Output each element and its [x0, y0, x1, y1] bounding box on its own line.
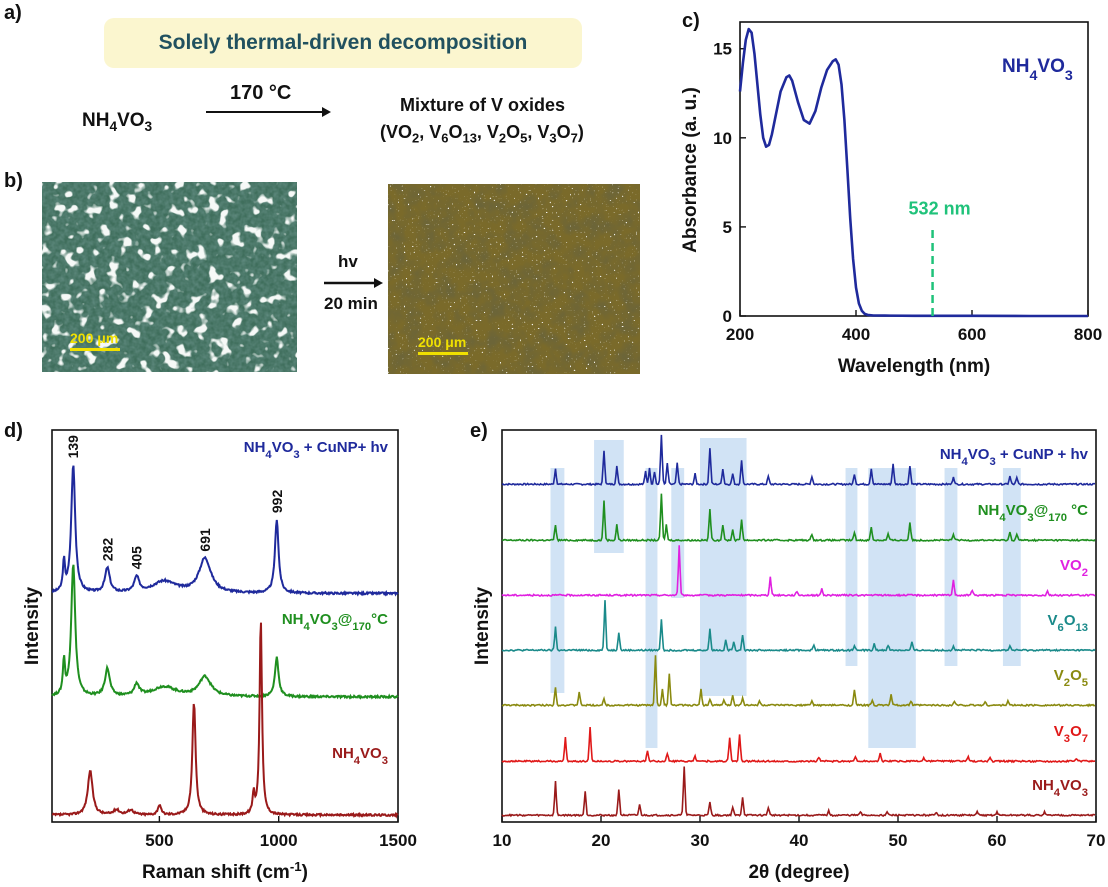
highlight-band: [945, 468, 958, 666]
peak-label: 139: [65, 435, 81, 459]
x-tick-label: 400: [842, 325, 870, 344]
xrd-series-line: [502, 727, 1095, 762]
x-axis-label: Wavelength (nm): [838, 356, 990, 377]
band-guide: [594, 570, 624, 571]
x-tick-label: 70: [1087, 831, 1106, 850]
y-tick-label: 5: [723, 218, 732, 237]
xrd-series-label: NH4VO3@170 °C: [978, 502, 1088, 524]
time-label: 20 min: [324, 294, 378, 314]
y-tick-label: 15: [713, 40, 732, 59]
x-tick-label: 20: [592, 831, 611, 850]
raman-series-label: NH4VO3: [332, 745, 388, 767]
x-tick-label: 800: [1074, 325, 1102, 344]
x-tick-label: 600: [958, 325, 986, 344]
scale-bar-left: [70, 348, 120, 351]
raman-series-line: [52, 466, 398, 595]
xrd-series-label: V3O7: [1054, 723, 1088, 745]
highlight-band: [1003, 468, 1021, 666]
scale-bar-right: [418, 352, 468, 355]
product-line2: (VO2, V6O13, V2O5, V3O7): [380, 122, 584, 146]
peak-label: 992: [269, 490, 285, 514]
xrd-series-label: NH4VO3: [1032, 777, 1088, 799]
peak-label: 282: [99, 538, 115, 562]
panel-a-label: a): [4, 2, 22, 25]
reactant-formula: NH4VO3: [82, 110, 152, 134]
legend-label: NH4VO3: [1002, 56, 1073, 84]
scale-label-left: 200 μm: [70, 330, 118, 346]
xrd-series-label: NH4VO3 + CuNP + hv: [940, 446, 1089, 468]
x-tick-label: 30: [691, 831, 710, 850]
y-axis-label: Intensity: [472, 587, 493, 666]
highlight-band: [646, 468, 658, 748]
micrograph-before: 200 μm: [42, 182, 297, 372]
chart-e-xrd: 10 20 30 40 50 60 70 2θ (degree) Intensity NH4VO3…: [460, 418, 1108, 887]
micrograph-after: 200 μm: [388, 184, 640, 374]
x-tick-label: 40: [790, 831, 809, 850]
banner-title: Solely thermal-driven decomposition: [104, 18, 582, 68]
x-tick-label: 60: [988, 831, 1007, 850]
reactant-formula-text: NH4VO3: [82, 110, 152, 131]
x-tick-label: 1500: [379, 831, 417, 850]
scale-label-right: 200 μm: [418, 334, 466, 350]
chart-d-raman: 500 1000 1500 Raman shift (cm-1) Intensity NH…: [0, 418, 430, 887]
light-arrow: [322, 276, 384, 290]
y-tick-label: 10: [713, 129, 732, 148]
peak-label: 405: [129, 546, 145, 570]
condition-label: 170 °C: [230, 82, 291, 105]
y-axis-label: Absorbance (a. u.): [680, 87, 701, 253]
x-tick-label: 200: [726, 325, 754, 344]
highlight-band: [551, 468, 565, 693]
x-tick-label: 50: [889, 831, 908, 850]
xrd-series-label: V6O13: [1048, 612, 1088, 634]
raman-series-label: NH4VO3@170°C: [282, 611, 388, 633]
highlight-band: [594, 440, 624, 553]
light-label: hv: [338, 252, 358, 272]
x-tick-label: 500: [145, 831, 173, 850]
highlight-band: [846, 468, 858, 666]
raman-series-label: NH4VO3 + CuNP+ hv: [244, 439, 389, 461]
x-tick-label: 10: [493, 831, 512, 850]
y-tick-label: 0: [723, 307, 732, 326]
x-tick-label: 1000: [260, 831, 298, 850]
x-axis-label: 2θ (degree): [748, 862, 849, 883]
x-axis-label: Raman shift (cm-1): [142, 859, 308, 884]
laser-label: 532 nm: [909, 199, 971, 219]
raman-series-line: [52, 565, 398, 698]
xrd-series-line: [502, 767, 1095, 817]
raman-series-line: [52, 623, 398, 816]
xrd-series-label: V2O5: [1054, 667, 1088, 689]
panel-b-label: b): [4, 170, 23, 193]
chart-c-absorbance: 200 400 600 800 0 5 10 15 Wavelength (nm) Absorba…: [670, 0, 1108, 390]
product-line2-text: (VO2, V6O13, V2O5, V3O7): [380, 122, 584, 142]
peak-label: 691: [197, 528, 213, 552]
plot-frame: [740, 22, 1088, 316]
y-axis-label: Intensity: [22, 587, 43, 666]
product-line1: Mixture of V oxides: [400, 95, 565, 116]
xrd-series-label: VO2: [1060, 557, 1088, 579]
reaction-arrow: [204, 104, 332, 120]
